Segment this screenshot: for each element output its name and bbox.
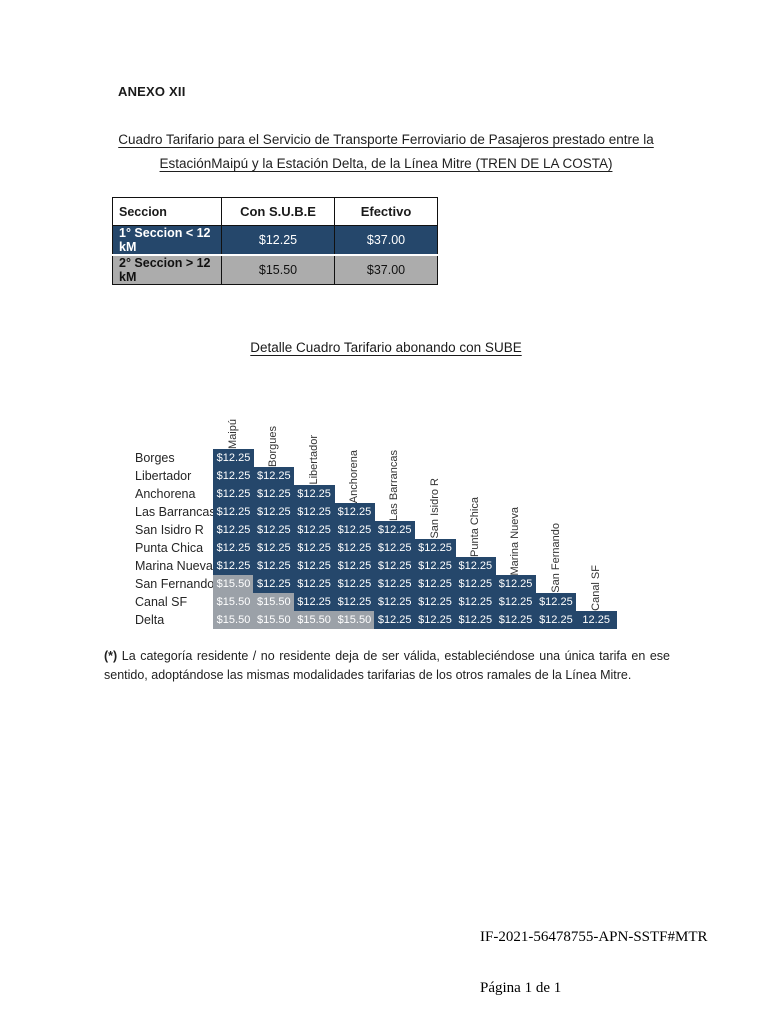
matrix-fare-cell: $12.25 [213, 521, 254, 539]
matrix-fare-cell: $15.50 [333, 611, 375, 629]
matrix-fare-cell: $12.25 [374, 611, 416, 629]
matrix-column-header: Libertador [307, 435, 320, 485]
fare-row-sube-value: $12.25 [221, 225, 335, 256]
matrix-fare-cell: $12.25 [293, 521, 335, 539]
matrix-fare-cell: $12.25 [374, 521, 416, 539]
matrix-fare-cell: $12.25 [333, 503, 375, 521]
fare-table-row-seccion2: 2° Seccion > 12 kM $15.50 $37.00 [112, 254, 438, 285]
matrix-column-header: Marina Nueva [509, 506, 522, 575]
matrix-row-label: Delta [135, 613, 165, 627]
footnote: (*) La categoría residente / no resident… [104, 647, 670, 685]
matrix-fare-cell: $15.50 [213, 611, 254, 629]
matrix-row-label: Anchorena [135, 487, 196, 501]
matrix-column-header: San Fernando [549, 523, 562, 593]
matrix-fare-cell: $12.25 [293, 575, 335, 593]
matrix-fare-cell: 12.25 [575, 611, 617, 629]
matrix-column-header: Canal SF [589, 565, 602, 611]
matrix-fare-cell: $12.25 [374, 557, 416, 575]
matrix-fare-cell: $15.50 [293, 611, 335, 629]
matrix-fare-cell: $12.25 [253, 485, 295, 503]
fare-row-label: 1° Seccion < 12 kM [112, 225, 222, 256]
matrix-fare-cell: $12.25 [213, 539, 254, 557]
matrix-column-header: Anchorena [348, 449, 361, 503]
matrix-fare-cell: $12.25 [414, 557, 456, 575]
matrix-fare-cell: $12.25 [213, 467, 254, 485]
matrix-fare-cell: $12.25 [414, 593, 456, 611]
matrix-fare-cell: $15.50 [213, 593, 254, 611]
fare-row-label: 2° Seccion > 12 kM [112, 254, 222, 285]
matrix-column-header: Borgues [267, 426, 280, 467]
document-id: IF-2021-56478755-APN-SSTF#MTR [480, 929, 708, 945]
footnote-text: La categoría residente / no residente de… [104, 649, 670, 682]
matrix-fare-cell: $12.25 [454, 593, 496, 611]
fare-row-efectivo-value: $37.00 [334, 254, 438, 285]
document-title-line2: EstaciónMaipú y la Estación Delta, de la… [159, 156, 613, 171]
fare-table-header-row: Seccion Con S.U.B.E Efectivo [112, 197, 438, 226]
matrix-fare-cell: $12.25 [333, 593, 375, 611]
matrix-row-label: Canal SF [135, 595, 188, 609]
matrix-fare-cell: $12.25 [454, 611, 496, 629]
matrix-fare-cell: $12.25 [333, 539, 375, 557]
matrix-fare-cell: $12.25 [535, 611, 577, 629]
matrix-row-label: San Fernando [135, 577, 215, 591]
matrix-fare-cell: $12.25 [374, 539, 416, 557]
matrix-row-label: Borges [135, 451, 175, 465]
matrix-row-label: San Isidro R [135, 523, 204, 537]
matrix-fare-cell: $12.25 [253, 575, 295, 593]
matrix-row-label: Punta Chica [135, 541, 204, 555]
fare-row-efectivo-value: $37.00 [334, 225, 438, 256]
matrix-fare-cell: $12.25 [454, 557, 496, 575]
matrix-row-label: Las Barrancas [135, 505, 216, 519]
matrix-fare-cell: $12.25 [213, 449, 254, 467]
annex-heading: ANEXO XII [118, 84, 186, 99]
matrix-fare-cell: $15.50 [213, 575, 254, 593]
footnote-marker: (*) [104, 649, 118, 663]
matrix-fare-cell: $12.25 [253, 539, 295, 557]
matrix-column-header: Maipú [227, 419, 240, 449]
matrix-fare-cell: $12.25 [414, 575, 456, 593]
document-title-line1: Cuadro Tarifario para el Servicio de Tra… [118, 132, 654, 147]
matrix-fare-cell: $12.25 [293, 485, 335, 503]
matrix-fare-cell: $12.25 [374, 575, 416, 593]
matrix-fare-cell: $12.25 [253, 467, 295, 485]
matrix-fare-cell: $12.25 [333, 575, 375, 593]
fare-table-header-efectivo: Efectivo [334, 197, 438, 226]
document-title: Cuadro Tarifario para el Servicio de Tra… [104, 128, 668, 176]
matrix-fare-cell: $12.25 [374, 593, 416, 611]
matrix-column-header: Las Barrancas [388, 450, 401, 521]
matrix-fare-cell: $12.25 [495, 593, 537, 611]
matrix-fare-cell: $12.25 [253, 503, 295, 521]
matrix-fare-cell: $12.25 [414, 539, 456, 557]
matrix-fare-cell: $12.25 [454, 575, 496, 593]
fare-table: Seccion Con S.U.B.E Efectivo 1° Seccion … [112, 197, 438, 285]
page-number: Página 1 de 1 [480, 980, 562, 996]
matrix-fare-cell: $12.25 [253, 521, 295, 539]
fare-table-row-seccion1: 1° Seccion < 12 kM $12.25 $37.00 [112, 225, 438, 256]
matrix-fare-cell: $12.25 [495, 611, 537, 629]
matrix-row-label: Libertador [135, 469, 192, 483]
matrix-fare-cell: $12.25 [213, 503, 254, 521]
matrix-fare-cell: $12.25 [213, 557, 254, 575]
sube-detail-heading: Detalle Cuadro Tarifario abonando con SU… [250, 340, 522, 355]
fare-row-sube-value: $15.50 [221, 254, 335, 285]
matrix-fare-cell: $12.25 [293, 593, 335, 611]
fare-table-header-seccion: Seccion [112, 197, 222, 226]
matrix-fare-cell: $12.25 [293, 503, 335, 521]
matrix-row-label: Marina Nueva [135, 559, 213, 573]
matrix-fare-cell: $12.25 [535, 593, 577, 611]
matrix-fare-cell: $12.25 [495, 575, 537, 593]
matrix-fare-cell: $12.25 [293, 557, 335, 575]
matrix-fare-cell: $12.25 [333, 557, 375, 575]
matrix-fare-cell: $12.25 [253, 557, 295, 575]
matrix-fare-cell: $12.25 [213, 485, 254, 503]
matrix-column-header: Punta Chica [468, 497, 481, 557]
matrix-column-header: San Isidro R [428, 478, 441, 539]
matrix-fare-cell: $15.50 [253, 611, 295, 629]
matrix-fare-cell: $12.25 [293, 539, 335, 557]
matrix-fare-cell: $15.50 [253, 593, 295, 611]
matrix-fare-cell: $12.25 [333, 521, 375, 539]
matrix-fare-cell: $12.25 [414, 611, 456, 629]
